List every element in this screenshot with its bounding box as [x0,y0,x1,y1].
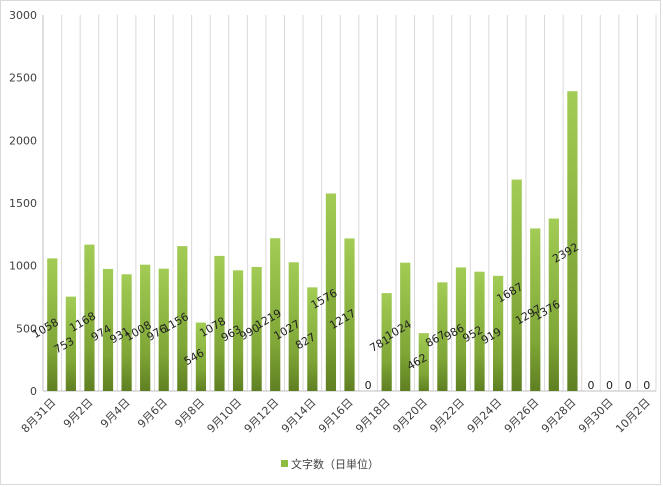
x-tick-label: 9月2日 [61,396,96,431]
bar [548,218,559,391]
y-tick-label: 3000 [9,9,37,22]
x-tick-label: 10月2日 [613,396,653,436]
bar [418,333,429,391]
x-axis-ticks: 8月31日 9月2日 9月4日 9月6日 9月8日9月10日9月12日9月14日9月16… [19,396,653,436]
x-tick-label: 9月6日 [135,396,170,431]
legend: 文字数（日単位） [281,457,379,471]
bar [195,322,207,391]
bar [400,262,411,391]
data-label: 0 [587,379,594,392]
data-label: 0 [643,379,650,392]
x-tick-label: 9月14日 [279,396,319,436]
x-tick-label: 9月30日 [576,396,616,436]
data-label: 0 [365,379,372,392]
x-tick-label: 9月4日 [98,396,133,431]
x-tick-label: 9月10日 [205,396,245,436]
x-tick-label: 8月31日 [19,396,59,436]
legend-label: 文字数（日単位） [291,457,379,471]
x-tick-label: 9月12日 [242,396,282,436]
bar [344,238,355,391]
legend-swatch [281,460,288,467]
data-label: 0 [606,379,613,392]
bar [530,228,541,391]
bar [177,246,188,391]
x-tick-label: 9月18日 [353,396,393,436]
x-tick-label: 9月16日 [316,396,356,436]
y-tick-label: 2000 [9,134,37,147]
y-tick-label: 1500 [9,197,37,210]
bar [270,238,281,391]
x-tick-label: 9月28日 [539,396,579,436]
bars [47,91,578,391]
y-axis-ticks: 0 500 1000 1500 2000 2500 3000 [9,9,37,398]
bar [288,262,299,391]
x-tick-label: 9月26日 [502,396,542,436]
bar [567,91,578,391]
y-tick-label: 1000 [9,260,37,273]
bar [381,293,392,391]
bar [102,268,114,391]
bar [84,244,95,391]
bar [158,268,169,391]
x-tick-label: 9月22日 [427,396,467,436]
bar [325,193,337,391]
x-tick-label: 9月20日 [390,396,430,436]
bar [437,282,448,391]
y-tick-label: 0 [30,385,37,398]
bar [232,270,244,391]
data-label: 0 [625,379,632,392]
bar [455,267,467,391]
bar [511,179,522,391]
bar [251,266,262,391]
x-tick-label: 9月24日 [465,396,505,436]
y-tick-label: 2500 [9,72,37,85]
bar [474,271,485,391]
bar [140,264,151,391]
x-tick-label: 9月8日 [172,396,207,431]
bar [214,255,225,391]
bar [121,274,132,391]
bar [492,275,504,391]
bar [47,258,58,391]
bar [65,296,76,391]
bar [307,287,318,391]
y-tick-label: 500 [16,322,37,335]
